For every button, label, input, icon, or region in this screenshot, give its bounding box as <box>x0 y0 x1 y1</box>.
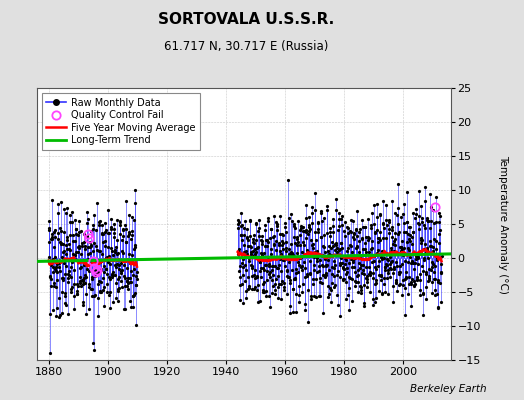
Legend: Raw Monthly Data, Quality Control Fail, Five Year Moving Average, Long-Term Tren: Raw Monthly Data, Quality Control Fail, … <box>41 93 200 150</box>
Y-axis label: Temperature Anomaly (°C): Temperature Anomaly (°C) <box>498 154 508 294</box>
Text: SORTOVALA U.S.S.R.: SORTOVALA U.S.S.R. <box>158 12 334 27</box>
Text: Berkeley Earth: Berkeley Earth <box>410 384 486 394</box>
Text: 61.717 N, 30.717 E (Russia): 61.717 N, 30.717 E (Russia) <box>164 40 329 53</box>
